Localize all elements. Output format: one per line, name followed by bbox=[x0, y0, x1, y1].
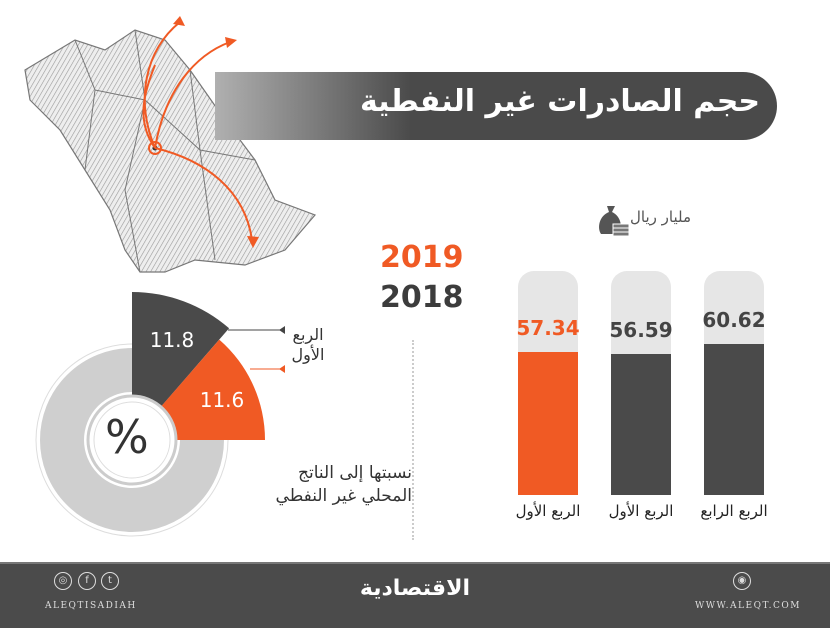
bar-category-label: الربع الأول bbox=[608, 502, 674, 520]
pie-category-label: الربع الأول bbox=[283, 325, 333, 365]
bar-value-label: 57.34 bbox=[516, 316, 580, 341]
footer bbox=[0, 562, 830, 628]
pie-value-2018: 11.8 bbox=[150, 328, 195, 352]
bar-category-label: الربع الرابع bbox=[700, 502, 768, 520]
title-banner bbox=[215, 72, 777, 140]
bar-value-label: 56.59 bbox=[609, 318, 673, 343]
bar bbox=[518, 352, 578, 495]
donut-center bbox=[86, 394, 178, 486]
saudi-map bbox=[24, 16, 317, 273]
origin-marker-icon bbox=[148, 141, 162, 155]
website-icon[interactable]: ◉ bbox=[733, 572, 751, 590]
donut-center-inner bbox=[93, 401, 171, 479]
unit-label: مليار ريال bbox=[630, 208, 691, 226]
arrow-icon bbox=[279, 365, 285, 373]
legend-year-2019: 2019 bbox=[380, 240, 464, 275]
pie-label-line2: الأول bbox=[291, 345, 325, 364]
logo: الاقتصادية bbox=[359, 576, 470, 601]
page-title: حجم الصادرات غير النفطية bbox=[359, 84, 760, 119]
bar bbox=[704, 344, 764, 495]
divider bbox=[412, 340, 414, 540]
website-link[interactable]: WWW.ALEQT.COM bbox=[695, 601, 801, 611]
gdp-caption-line2: المحلي غير النفطي bbox=[275, 486, 412, 506]
legend-year-2018: 2018 bbox=[380, 280, 464, 315]
bar bbox=[611, 354, 671, 495]
arrow-icon bbox=[279, 326, 285, 334]
money-bag-icon bbox=[599, 206, 630, 237]
pie-sector-2019 bbox=[161, 339, 265, 440]
instagram-icon[interactable]: ◎ bbox=[54, 572, 72, 590]
gdp-share-chart: 11.8 11.6 bbox=[35, 292, 285, 537]
gdp-caption-line1: نسبتها إلى الناتج bbox=[298, 463, 412, 483]
pie-label-line1: الربع bbox=[292, 325, 324, 344]
bar-track bbox=[704, 271, 764, 495]
social-handle[interactable]: ALEQTISADIAH bbox=[45, 601, 137, 611]
pie-value-2019: 11.6 bbox=[200, 388, 245, 412]
twitter-icon[interactable]: t bbox=[101, 572, 119, 590]
percent-symbol: % bbox=[105, 410, 149, 464]
bar-track bbox=[611, 271, 671, 495]
bar-category-label: الربع الأول bbox=[515, 502, 581, 520]
bar-value-label: 60.62 bbox=[702, 308, 766, 333]
gdp-share-caption: نسبتها إلى الناتج المحلي غير النفطي bbox=[232, 462, 412, 508]
facebook-icon[interactable]: f bbox=[78, 572, 96, 590]
bar-track bbox=[518, 271, 578, 495]
